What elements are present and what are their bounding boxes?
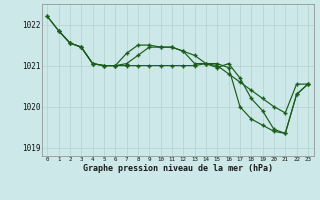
X-axis label: Graphe pression niveau de la mer (hPa): Graphe pression niveau de la mer (hPa) xyxy=(83,164,273,173)
